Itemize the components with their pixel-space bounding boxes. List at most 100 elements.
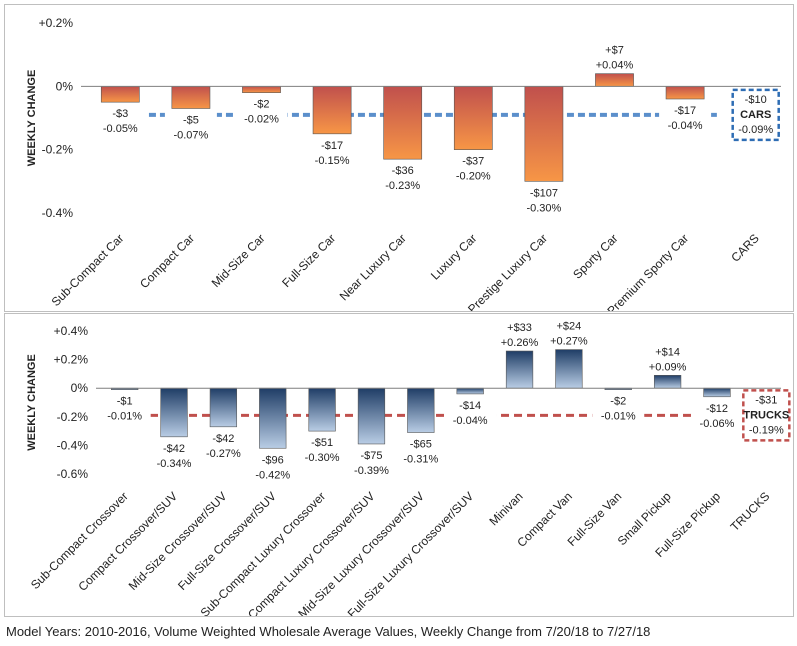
bar bbox=[505, 350, 534, 389]
x-category-label: Full-Size Crossover/SUV bbox=[175, 489, 279, 593]
bar bbox=[383, 86, 423, 160]
data-label-background bbox=[659, 102, 712, 132]
y-tick-label: 0% bbox=[71, 381, 89, 395]
bar bbox=[171, 86, 211, 109]
data-label-percent: -0.15% bbox=[315, 155, 350, 167]
y-tick-label: +0.2% bbox=[39, 16, 74, 30]
data-label-background bbox=[164, 111, 217, 142]
data-label-background bbox=[94, 105, 147, 136]
data-label-percent: +0.09% bbox=[649, 361, 687, 373]
average-percent-label: -0.09% bbox=[738, 124, 773, 136]
y-tick-label: -0.4% bbox=[42, 206, 74, 220]
data-label-background bbox=[296, 434, 349, 465]
y-tick-label: 0% bbox=[56, 79, 74, 93]
data-label-percent: +0.04% bbox=[596, 60, 634, 72]
data-label-background bbox=[493, 319, 546, 350]
data-label-dollar: -$17 bbox=[674, 105, 696, 117]
y-tick-label: -0.6% bbox=[57, 467, 89, 481]
data-label-percent: -0.30% bbox=[526, 202, 561, 214]
data-label-background bbox=[588, 41, 641, 72]
data-label-background bbox=[306, 136, 359, 167]
data-label-percent: -0.04% bbox=[453, 415, 488, 427]
bar bbox=[555, 349, 583, 389]
data-label-background bbox=[542, 317, 595, 348]
data-label-dollar: +$33 bbox=[507, 322, 532, 334]
x-category-label: Compact Crossover/SUV bbox=[75, 489, 180, 594]
data-label-dollar: -$12 bbox=[706, 403, 728, 415]
data-label-dollar: +$7 bbox=[605, 45, 624, 57]
average-dollar-label: -$31 bbox=[755, 394, 777, 406]
data-label-background bbox=[690, 399, 743, 430]
bar bbox=[453, 86, 493, 150]
data-label-dollar: -$2 bbox=[610, 396, 626, 408]
data-label-percent: +0.27% bbox=[550, 336, 588, 348]
y-tick-label: +0.4% bbox=[54, 324, 89, 338]
bar bbox=[312, 86, 352, 135]
data-label-background bbox=[394, 435, 447, 466]
data-label-dollar: -$37 bbox=[462, 156, 484, 168]
data-label-dollar: -$42 bbox=[212, 433, 234, 445]
y-tick-label: +0.2% bbox=[54, 353, 89, 367]
data-label-dollar: -$3 bbox=[112, 108, 128, 120]
data-label-percent: -0.04% bbox=[668, 120, 703, 132]
x-category-label: Sub-Compact Crossover bbox=[28, 489, 131, 592]
data-label-dollar: -$2 bbox=[254, 99, 270, 111]
data-label-background bbox=[444, 396, 497, 427]
x-category-label: Minivan bbox=[487, 489, 526, 528]
data-label-percent: -0.05% bbox=[103, 123, 138, 135]
data-label-dollar: -$51 bbox=[311, 437, 333, 449]
data-label-percent: -0.31% bbox=[403, 454, 438, 466]
trucks-chart: WEEKLY CHANGE +0.4% +0.2% 0% -0.2% -0.4% -0.6%… bbox=[26, 317, 791, 616]
data-label-percent: -0.27% bbox=[206, 448, 241, 460]
bar bbox=[407, 387, 435, 433]
x-category-label: CARS bbox=[728, 231, 761, 264]
data-label-dollar: -$75 bbox=[360, 450, 382, 462]
data-label-percent: -0.07% bbox=[173, 130, 208, 142]
x-category-label: Prestige Luxury Car bbox=[465, 231, 550, 311]
bar bbox=[242, 86, 281, 93]
data-label-background bbox=[376, 162, 429, 193]
x-category-label: TRUCKS bbox=[728, 489, 773, 534]
x-category-label: Sub-Compact Car bbox=[49, 231, 127, 309]
bar bbox=[160, 387, 188, 438]
bar bbox=[665, 86, 705, 100]
data-label-dollar: +$24 bbox=[557, 321, 582, 333]
data-label-background bbox=[197, 429, 250, 460]
data-label-percent: +0.26% bbox=[501, 337, 539, 349]
bar bbox=[653, 375, 682, 389]
data-label-dollar: -$96 bbox=[262, 454, 284, 466]
average-percent-label: -0.19% bbox=[749, 424, 784, 436]
data-label-percent: -0.34% bbox=[157, 458, 192, 470]
data-label-dollar: +$14 bbox=[655, 346, 680, 358]
bar bbox=[209, 387, 238, 428]
x-category-label: Sporty Car bbox=[570, 231, 620, 281]
data-label-background bbox=[345, 446, 398, 477]
chart-caption: Model Years: 2010-2016, Volume Weighted … bbox=[6, 624, 651, 639]
y-axis-title: WEEKLY CHANGE bbox=[26, 70, 38, 167]
y-tick-label: -0.2% bbox=[42, 143, 74, 157]
average-dollar-label: -$10 bbox=[745, 94, 767, 106]
cars-chart: WEEKLY CHANGE +0.2% 0% -0.2% -0.4% -$3 -0.05% -… bbox=[26, 16, 781, 311]
data-label-dollar: -$65 bbox=[410, 439, 432, 451]
x-category-label: Full-Size Car bbox=[279, 231, 338, 290]
x-category-label: Mid-Size Crossover/SUV bbox=[126, 489, 230, 593]
data-label-background bbox=[517, 184, 570, 215]
data-label-background bbox=[235, 95, 288, 126]
data-label-background bbox=[148, 439, 201, 470]
data-label-background bbox=[246, 451, 299, 482]
data-label-dollar: -$107 bbox=[530, 187, 558, 199]
cars-chart-panel: WEEKLY CHANGE +0.2% 0% -0.2% -0.4% -$3 -0.05% -… bbox=[4, 4, 794, 312]
bar bbox=[456, 387, 484, 395]
data-label-background bbox=[447, 152, 500, 183]
bar bbox=[100, 86, 140, 103]
bar bbox=[308, 387, 336, 432]
bar bbox=[259, 387, 287, 449]
data-label-background bbox=[641, 343, 694, 374]
average-summary-box bbox=[742, 389, 791, 442]
data-label-background bbox=[592, 392, 645, 423]
data-label-dollar: -$42 bbox=[163, 443, 185, 455]
data-label-percent: -0.23% bbox=[385, 180, 420, 192]
data-label-dollar: -$5 bbox=[183, 115, 199, 127]
bar bbox=[357, 387, 386, 445]
average-summary-box bbox=[731, 88, 780, 142]
